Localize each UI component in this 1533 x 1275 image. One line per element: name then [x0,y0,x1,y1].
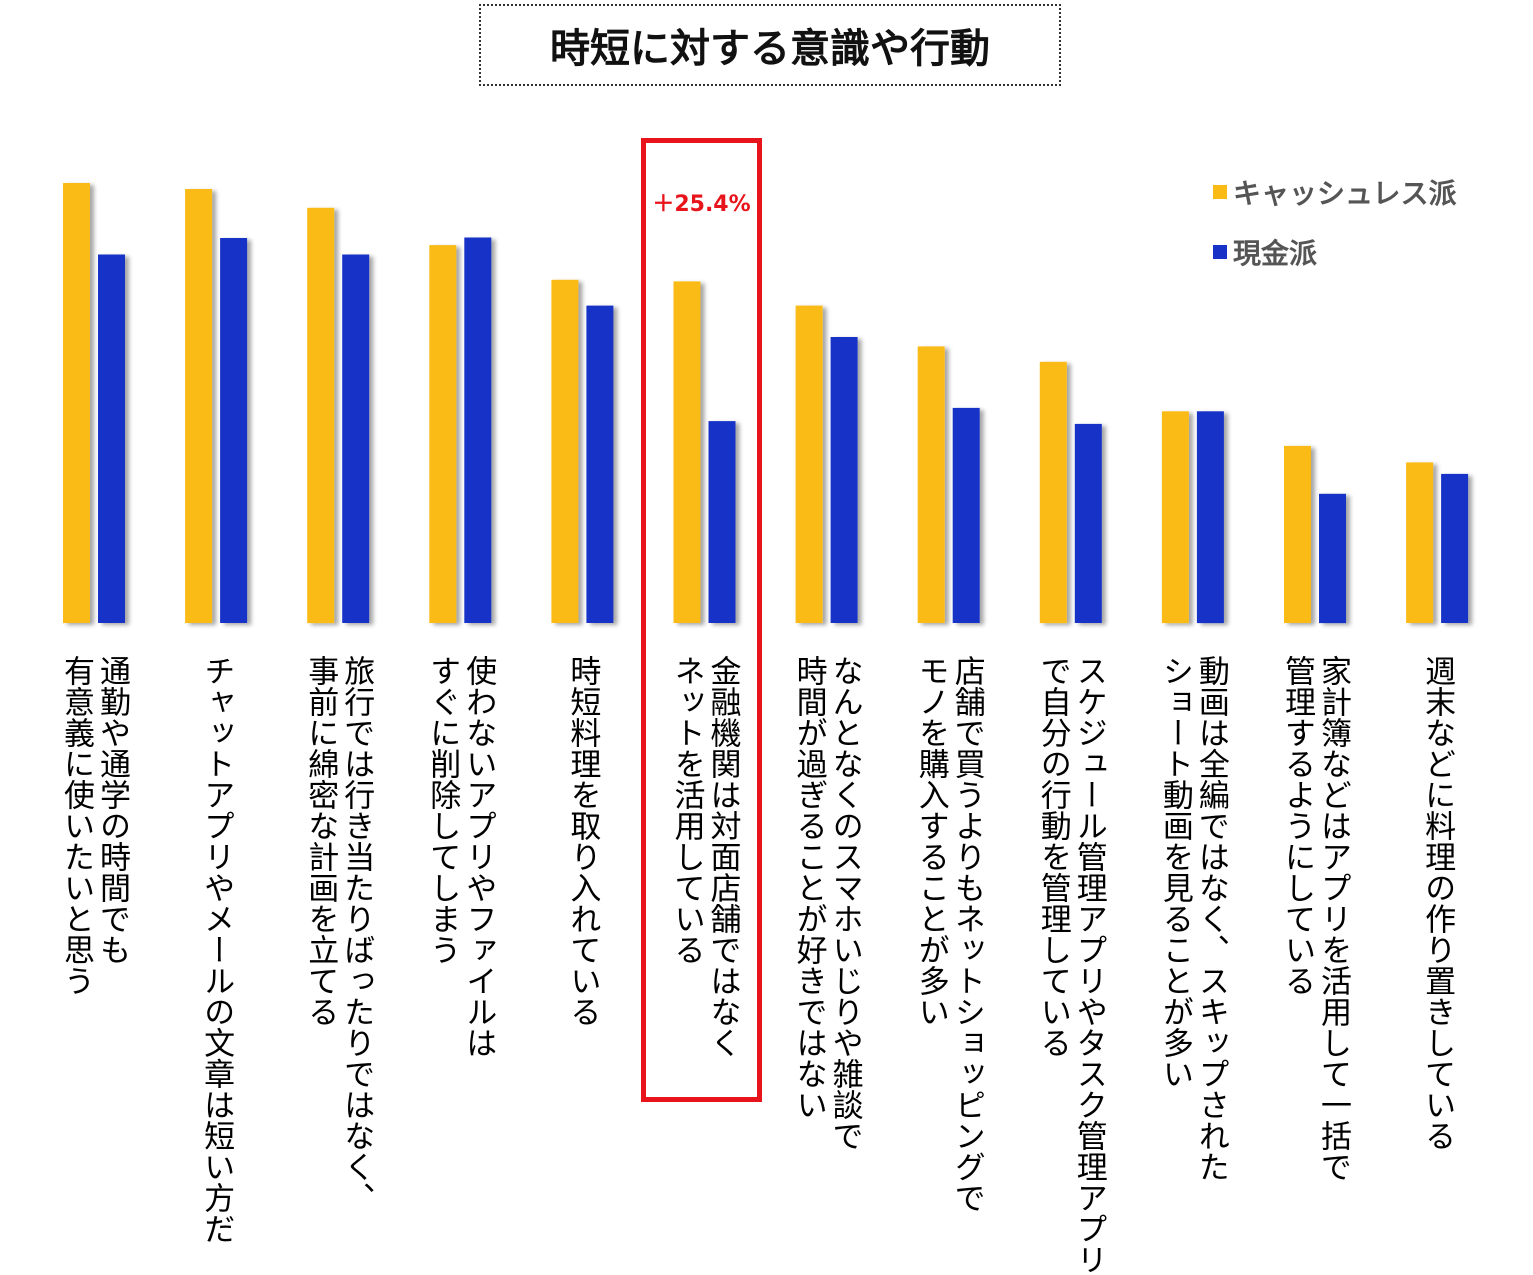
bar-cash-4 [464,237,492,623]
highlight-annotation: ＋25.4% [652,192,751,217]
category-label-12: 週末などに料理の作り置きしている [1419,655,1456,1151]
legend-swatch-cash [1213,245,1227,259]
category-label-8: 店舗で買うよりもネットショッピングで モノを購入することが多い [912,655,985,1213]
bar-cash-12 [1441,473,1469,623]
bar-cashless-11 [1284,445,1311,623]
highlight-box [641,138,762,1102]
bar-cash-3 [342,254,370,623]
legend-label-cash: 現金派 [1233,237,1318,270]
bar-cash-8 [952,407,980,623]
bar-cashless-10 [1161,411,1189,624]
bar-cashless-2 [185,189,213,623]
bar-cash-5 [586,305,614,623]
bar-cash-11 [1319,493,1346,624]
category-label-6: 金融機関は対面店舗ではなく ネットを活用している [668,655,741,1058]
bar-cashless-4 [429,245,457,623]
legend-label-cashless: キャッシュレス派 [1233,177,1457,210]
category-label-2: チャットアプリやメールの文章は短い方だ [198,655,235,1244]
category-label-11: 家計簿などはアプリを活用して一括で 管理するようにしている [1279,655,1351,1182]
bar-cashless-6 [673,281,701,623]
bar-cash-10 [1196,411,1224,624]
legend-swatch-cashless [1213,185,1227,199]
bar-cash-2 [220,238,248,623]
bar-cashless-3 [307,207,335,624]
legend-item-cash: 現金派 [1213,232,1317,272]
bar-cash-7 [830,337,858,623]
category-label-1: 通勤や通学の時間でも 有意義に使いたいと思う [58,655,130,996]
category-label-4: 使わないアプリやファイルは すぐに削除してしまう [424,655,497,1058]
bar-cashless-8 [917,346,945,623]
legend-item-cashless: キャッシュレス派 [1213,172,1456,212]
category-label-9: スケジュール管理アプリやタスク管理アプリ で自分の行動を管理している [1034,655,1107,1275]
bar-cashless-7 [795,305,823,623]
category-label-7: なんとなくのスマホいじりや雑談で 時間が過ぎることが好きではない [790,655,863,1151]
category-label-10: 動画は全編ではなく、スキップされた ショート動画を見ることが多い [1156,655,1229,1182]
bar-cash-6 [708,421,736,623]
bar-cashless-9 [1039,361,1067,624]
bar-cash-1 [98,254,125,623]
bar-cashless-5 [551,279,579,623]
category-label-3: 旅行では行き当たりばったりではなく、 事前に綿密な計画を立てる [302,655,375,1213]
category-label-5: 時短料理を取り入れている [564,655,601,1027]
chart-title: 時短に対する意識や行動 [550,26,990,72]
chart-title-box: 時短に対する意識や行動 [479,4,1061,86]
bar-cash-9 [1074,423,1102,623]
bar-cashless-1 [63,183,90,623]
bar-cashless-12 [1406,462,1434,623]
